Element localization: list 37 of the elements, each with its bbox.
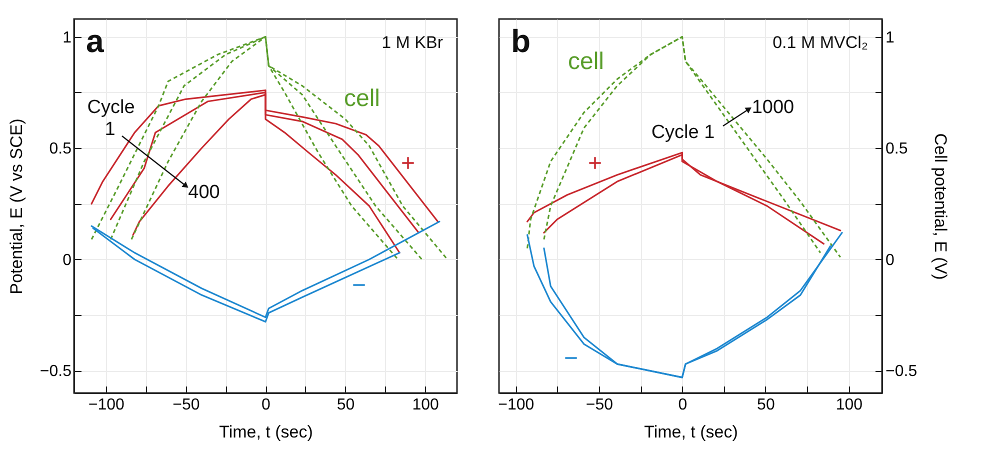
x-tick-label: 100 (412, 396, 440, 414)
y2-tick-label: 0 (886, 252, 894, 269)
y2-tick-label: 1 (886, 29, 894, 46)
series-label: cell (568, 48, 604, 75)
x-tick-label: −100 (88, 396, 125, 414)
x-axis-title: Time, t (sec) (644, 422, 738, 442)
x-tick-label: −100 (498, 396, 534, 414)
series-label: − (564, 345, 578, 372)
annotation: Cycle 1 (651, 122, 715, 143)
annotation: 400 (188, 182, 220, 203)
chart-title: a (86, 23, 104, 59)
y2-tick-label: 0.5 (886, 140, 908, 158)
x-axis-title: Time, t (sec) (219, 422, 313, 442)
x-tick-label: 0 (262, 396, 271, 414)
y2-axis-title: Cell potential, E (V) (931, 133, 950, 280)
x-tick-label: 100 (836, 396, 863, 414)
y-tick-label: 0.5 (49, 140, 72, 158)
x-tick-label: 50 (336, 396, 355, 414)
annotation: 0.1 M MVCl₂ (772, 33, 868, 52)
series-label: + (588, 150, 602, 177)
x-tick-label: −50 (586, 396, 614, 414)
y-tick-label: 0 (62, 252, 72, 269)
y-tick-label: −0.5 (40, 363, 72, 380)
annotation: 1000 (752, 97, 794, 118)
annotation: 1 (104, 119, 116, 140)
series-label: − (352, 272, 366, 299)
x-tick-label: 50 (757, 396, 775, 414)
series-label: cell (344, 85, 380, 112)
y2-tick-label: −0.5 (886, 363, 918, 380)
annotation: Cycle (87, 97, 135, 118)
x-tick-label: −50 (172, 396, 200, 414)
annotation: 1 M KBr (382, 33, 444, 52)
series-label: + (400, 150, 416, 177)
chart-title: b (511, 23, 531, 59)
y-axis-title: Potential, E (V vs SCE) (6, 118, 26, 294)
x-tick-label: 0 (678, 396, 688, 414)
y-tick-label: 1 (62, 29, 72, 46)
